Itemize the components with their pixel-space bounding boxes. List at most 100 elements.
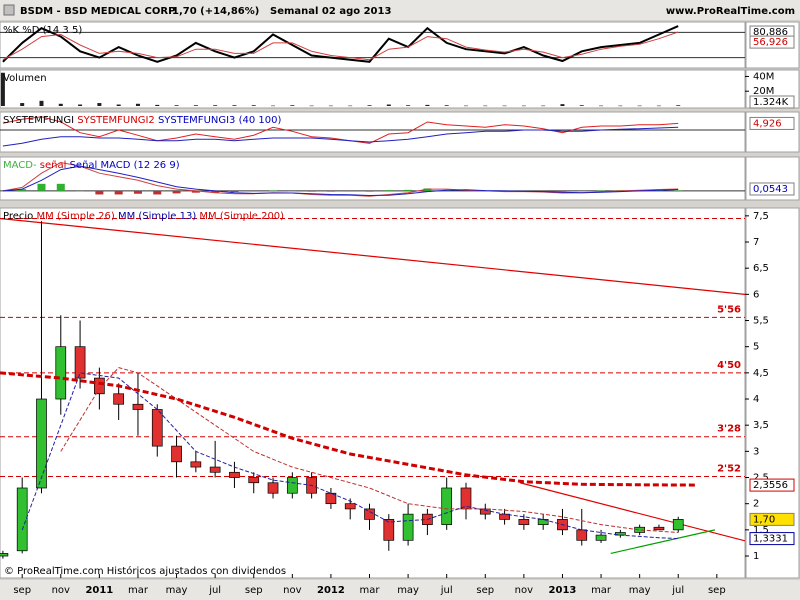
volume-bar: [251, 105, 256, 106]
histogram-bar: [76, 190, 85, 192]
trendline: [610, 529, 716, 554]
volume-bar: [78, 104, 83, 106]
candle-body: [383, 519, 395, 541]
series-line: [2, 126, 679, 147]
legend: SYSTEMFUNGI SYSTEMFUNGI2 SYSTEMFUNGI3 (4…: [3, 115, 281, 126]
x-tick-label: mar: [591, 585, 612, 596]
histogram-bar: [461, 190, 470, 192]
histogram-bar: [384, 190, 393, 191]
value-box-label: 56,926: [753, 37, 788, 48]
candle-body: [441, 487, 453, 525]
volume-bar: [58, 103, 63, 106]
volume-bar: [348, 105, 353, 107]
y-tick-label: 7: [753, 237, 759, 248]
panel: [0, 69, 746, 109]
histogram-bar: [172, 190, 181, 194]
level-label: 4'50: [717, 360, 741, 371]
candle-body: [286, 477, 298, 494]
volume-bar: [290, 105, 295, 106]
histogram-bar: [230, 190, 239, 192]
legend-entry: MM (Simple 13): [118, 211, 199, 222]
candle-body: [36, 398, 47, 489]
y-tick-label: 20M: [753, 86, 774, 97]
x-tick-label: jul: [208, 585, 221, 596]
candle-body: [653, 526, 665, 531]
quote: 1,70 (+14,86%): [172, 6, 259, 17]
x-tick-label: nov: [515, 585, 533, 596]
volume-bar: [39, 100, 44, 106]
x-tick-label: sep: [245, 585, 263, 596]
x-tick-label: jul: [671, 585, 684, 596]
volume-bar: [599, 105, 604, 107]
candle-body: [132, 403, 144, 410]
x-tick-label: 2011: [85, 585, 113, 596]
histogram-bar: [114, 190, 123, 195]
header-icon: [3, 4, 15, 16]
x-tick-label: 2012: [317, 585, 345, 596]
volume-bar: [367, 105, 372, 106]
period: Semanal 02 ago 2013: [270, 6, 391, 17]
histogram-bar: [249, 190, 258, 192]
candle-body: [74, 346, 86, 379]
candle-body: [595, 534, 607, 541]
histogram-bar: [133, 190, 142, 194]
candle-body: [248, 477, 260, 484]
footer: © ProRealTime.com Históricos ajustados c…: [4, 565, 286, 577]
value-box: [749, 532, 795, 546]
legend: %K %D (14 3 5): [3, 25, 82, 36]
volume-bar: [97, 103, 102, 106]
legend: Volumen: [3, 73, 47, 84]
value-box-label: 2,3556: [753, 480, 788, 491]
x-tick-label: sep: [476, 585, 494, 596]
legend-entry: SYSTEMFUNGI: [3, 115, 77, 126]
candle-body: [267, 482, 279, 494]
volume-bar: [656, 105, 661, 107]
series-line: [0, 371, 698, 487]
candle-body: [229, 471, 240, 478]
histogram-bar: [404, 189, 413, 191]
volume-bar: [232, 105, 237, 106]
candle-body: [460, 487, 472, 510]
x-tick-label: sep: [708, 585, 726, 596]
x-tick-label: may: [397, 585, 419, 596]
candle-body: [0, 553, 9, 557]
legend-entry: Volumen: [3, 73, 47, 84]
panel: [0, 207, 746, 579]
value-box: [749, 478, 795, 492]
volume-bar: [386, 104, 391, 106]
volume-bar: [463, 105, 468, 107]
volume-bar: [20, 103, 25, 106]
volume-bar: [579, 105, 584, 106]
value-box: [749, 182, 795, 196]
histogram-bar: [37, 183, 46, 191]
candle-body: [518, 519, 530, 525]
level-label: 3'28: [717, 424, 741, 435]
volume-bar: [502, 105, 507, 107]
histogram-bar: [674, 190, 683, 191]
volume-bar: [483, 105, 488, 107]
value-box: [749, 95, 795, 109]
y-tick-label: 5: [753, 342, 759, 353]
value-box: [749, 512, 795, 526]
x-tick-label: mar: [360, 585, 381, 596]
series-line: [21, 372, 679, 540]
value-box: [749, 35, 795, 49]
plot: [0, 116, 745, 147]
series-line: [60, 367, 679, 533]
volume-bar: [271, 105, 276, 107]
histogram-bar: [346, 190, 355, 192]
x-tick-label: nov: [283, 585, 301, 596]
volume-bar: [135, 103, 140, 106]
volume-bar: [309, 105, 314, 107]
series-line: [2, 31, 679, 61]
volume-bar: [444, 105, 449, 106]
histogram-bar: [211, 190, 220, 193]
legend-entry: MM (Simple 26): [36, 211, 117, 222]
y-tick-label: 6,5: [753, 263, 769, 274]
x-axis-strip: [0, 580, 800, 600]
panel: [0, 111, 746, 153]
value-box-label: 80,886: [753, 27, 788, 38]
candle-body: [94, 377, 105, 395]
x-tick-label: jul: [440, 585, 453, 596]
